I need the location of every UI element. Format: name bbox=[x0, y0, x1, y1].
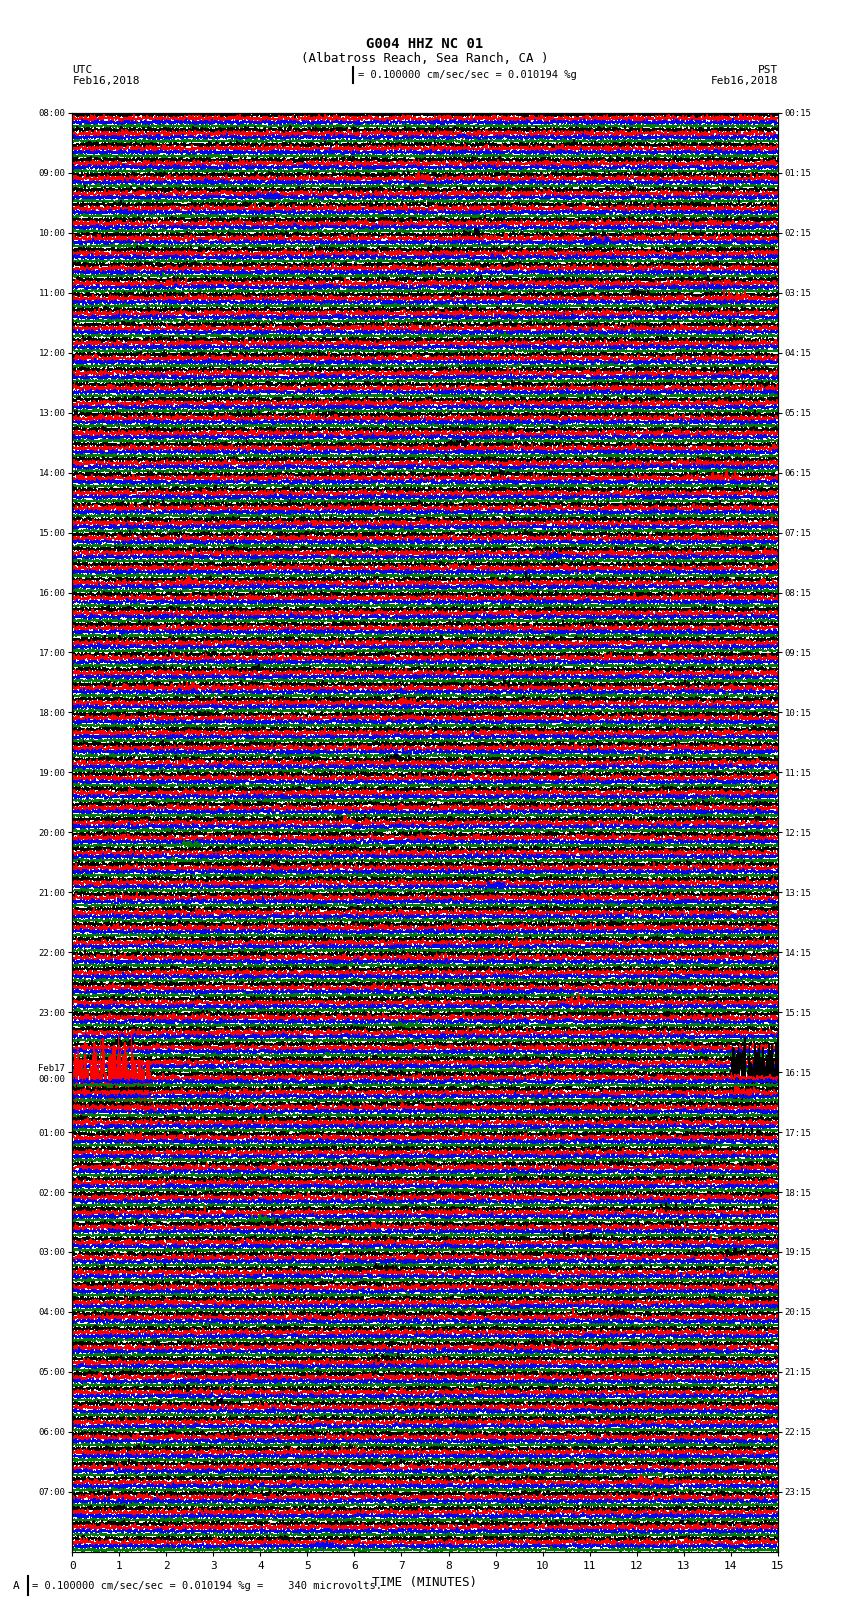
Text: (Albatross Reach, Sea Ranch, CA ): (Albatross Reach, Sea Ranch, CA ) bbox=[301, 52, 549, 65]
Text: = 0.100000 cm/sec/sec = 0.010194 %g: = 0.100000 cm/sec/sec = 0.010194 %g bbox=[358, 69, 576, 81]
X-axis label: TIME (MINUTES): TIME (MINUTES) bbox=[372, 1576, 478, 1589]
Text: G004 HHZ NC 01: G004 HHZ NC 01 bbox=[366, 37, 484, 52]
Text: UTC: UTC bbox=[72, 65, 93, 74]
Text: Feb16,2018: Feb16,2018 bbox=[72, 76, 139, 85]
Text: A: A bbox=[13, 1581, 20, 1590]
Text: Feb16,2018: Feb16,2018 bbox=[711, 76, 778, 85]
Text: PST: PST bbox=[757, 65, 778, 74]
Text: = 0.100000 cm/sec/sec = 0.010194 %g =    340 microvolts.: = 0.100000 cm/sec/sec = 0.010194 %g = 34… bbox=[32, 1581, 383, 1590]
